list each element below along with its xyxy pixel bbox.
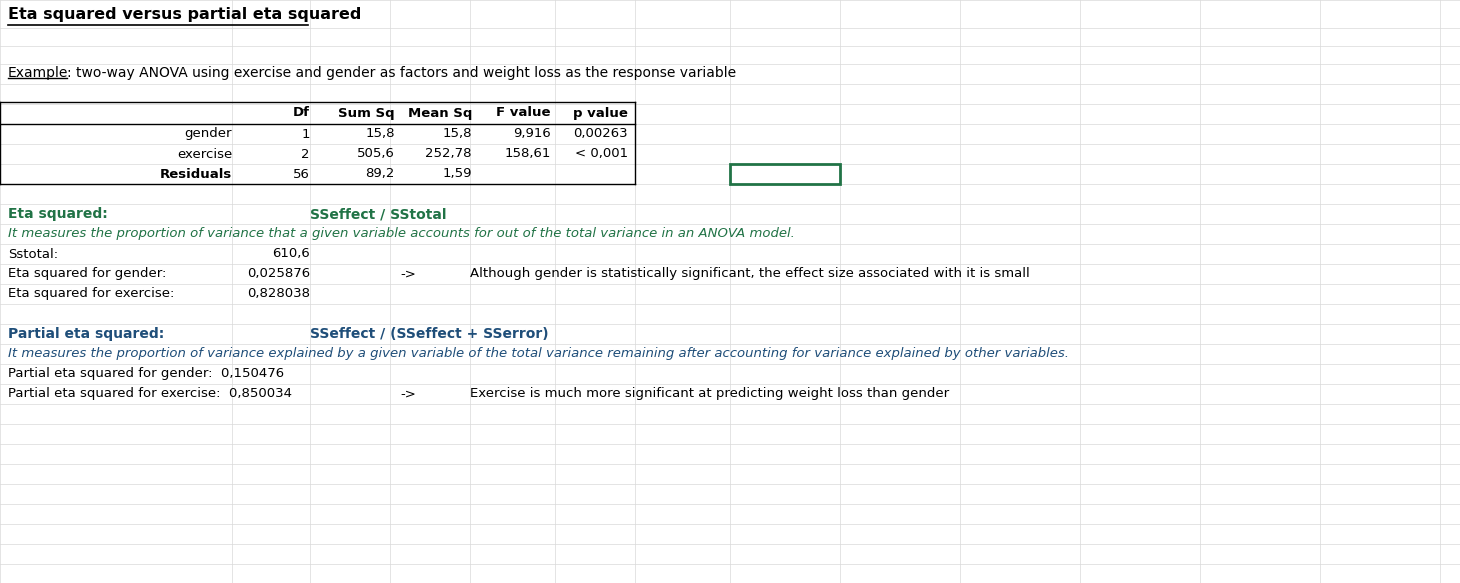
Text: It measures the proportion of variance that a given variable accounts for out of: It measures the proportion of variance t… bbox=[7, 227, 794, 241]
Text: 9,916: 9,916 bbox=[514, 128, 550, 141]
Text: Although gender is statistically significant, the effect size associated with it: Although gender is statistically signifi… bbox=[470, 268, 1029, 280]
Text: Eta squared for exercise:: Eta squared for exercise: bbox=[7, 287, 174, 300]
Text: 89,2: 89,2 bbox=[365, 167, 396, 181]
Text: Sstotal:: Sstotal: bbox=[7, 248, 58, 261]
Text: It measures the proportion of variance explained by a given variable of the tota: It measures the proportion of variance e… bbox=[7, 347, 1069, 360]
Text: 252,78: 252,78 bbox=[425, 147, 472, 160]
Text: Eta squared versus partial eta squared: Eta squared versus partial eta squared bbox=[7, 6, 362, 22]
Text: : two-way ANOVA using exercise and gender as factors and weight loss as the resp: : two-way ANOVA using exercise and gende… bbox=[67, 66, 736, 80]
Text: Partial eta squared:: Partial eta squared: bbox=[7, 327, 164, 341]
Text: Exercise is much more significant at predicting weight loss than gender: Exercise is much more significant at pre… bbox=[470, 388, 949, 401]
Text: Partial eta squared for exercise:  0,850034: Partial eta squared for exercise: 0,8500… bbox=[7, 388, 292, 401]
Text: 56: 56 bbox=[293, 167, 310, 181]
Text: SSeffect / SStotal: SSeffect / SStotal bbox=[310, 207, 447, 221]
Bar bbox=[730, 164, 839, 184]
Text: Residuals: Residuals bbox=[159, 167, 232, 181]
Text: 15,8: 15,8 bbox=[365, 128, 396, 141]
Text: Mean Sq: Mean Sq bbox=[407, 107, 472, 120]
Text: Example: Example bbox=[7, 66, 69, 80]
Text: 1: 1 bbox=[302, 128, 310, 141]
Text: 0,025876: 0,025876 bbox=[247, 268, 310, 280]
Text: SSeffect / (SSeffect + SSerror): SSeffect / (SSeffect + SSerror) bbox=[310, 327, 549, 341]
Text: 505,6: 505,6 bbox=[358, 147, 396, 160]
Text: 2: 2 bbox=[302, 147, 310, 160]
Text: Sum Sq: Sum Sq bbox=[339, 107, 396, 120]
Text: Eta squared for gender:: Eta squared for gender: bbox=[7, 268, 166, 280]
Text: Eta squared:: Eta squared: bbox=[7, 207, 108, 221]
Text: 15,8: 15,8 bbox=[442, 128, 472, 141]
Text: gender: gender bbox=[184, 128, 232, 141]
Text: ->: -> bbox=[400, 268, 416, 280]
Text: < 0,001: < 0,001 bbox=[575, 147, 628, 160]
Text: 610,6: 610,6 bbox=[272, 248, 310, 261]
Text: p value: p value bbox=[574, 107, 628, 120]
Text: 158,61: 158,61 bbox=[505, 147, 550, 160]
Text: 1,59: 1,59 bbox=[442, 167, 472, 181]
Text: Partial eta squared for gender:  0,150476: Partial eta squared for gender: 0,150476 bbox=[7, 367, 285, 381]
Text: exercise: exercise bbox=[177, 147, 232, 160]
Text: Df: Df bbox=[293, 107, 310, 120]
Text: ->: -> bbox=[400, 388, 416, 401]
Text: F value: F value bbox=[496, 107, 550, 120]
Text: 0,828038: 0,828038 bbox=[247, 287, 310, 300]
Text: 0,00263: 0,00263 bbox=[574, 128, 628, 141]
